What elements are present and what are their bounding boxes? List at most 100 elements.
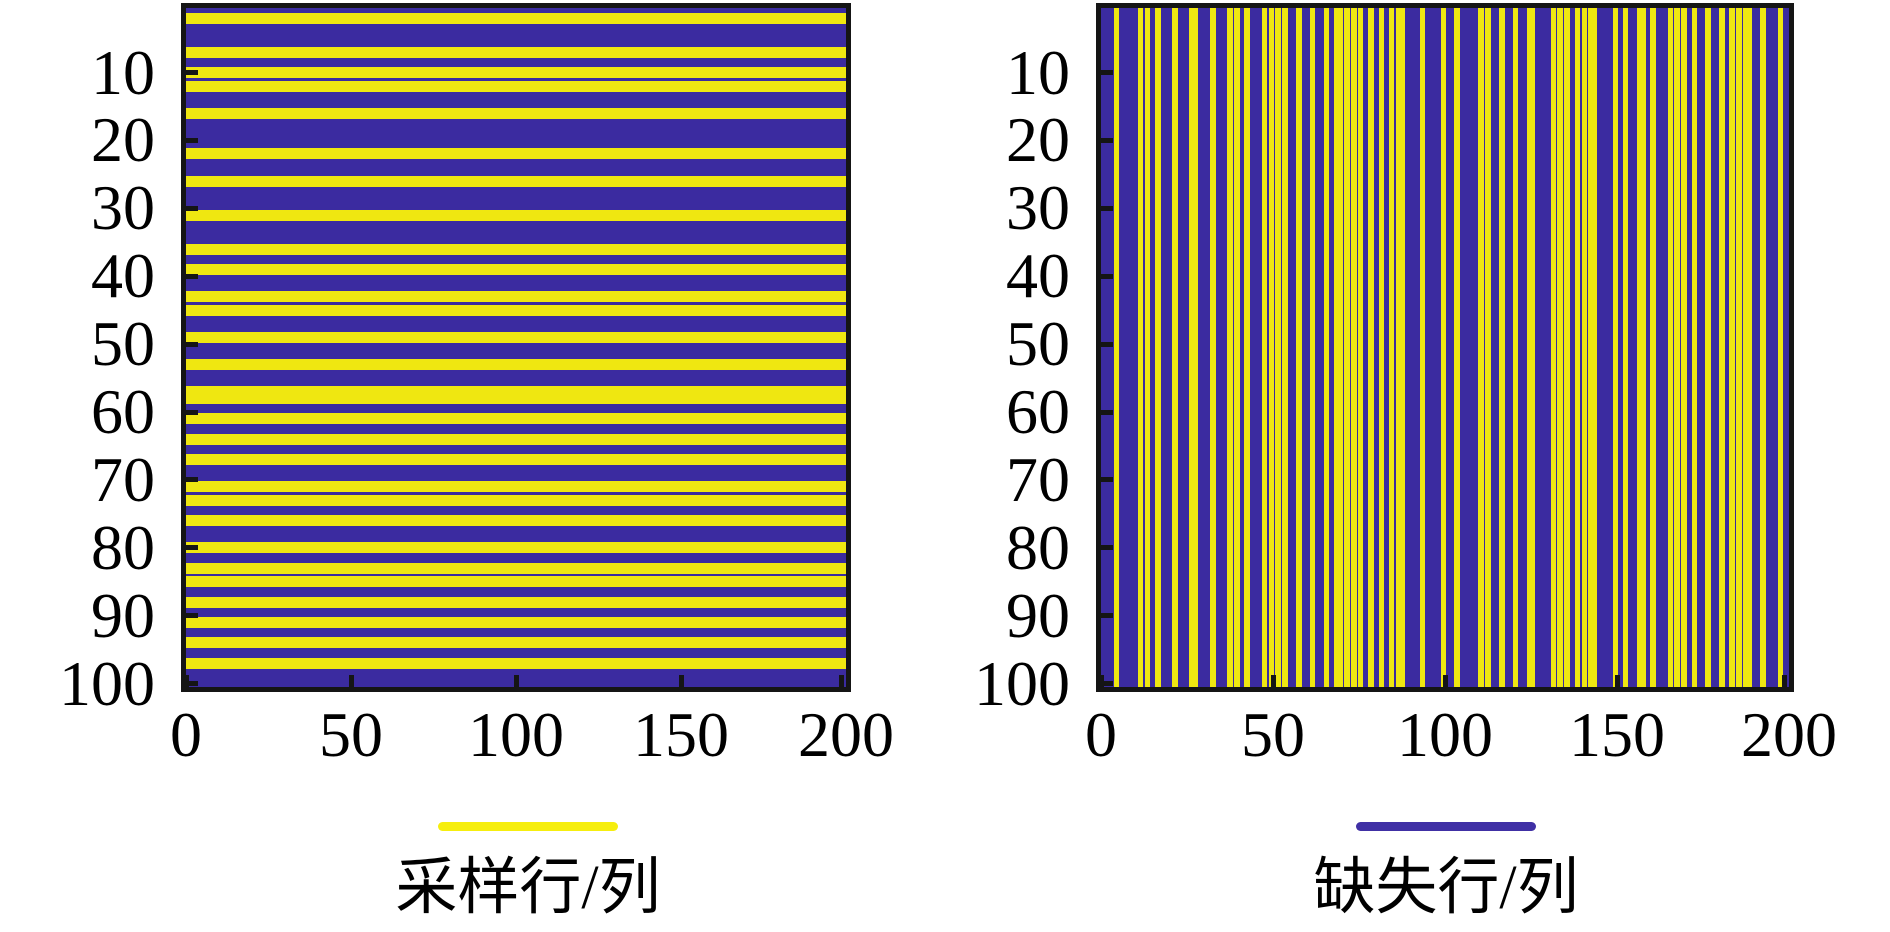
y-axis-tick	[1101, 205, 1113, 211]
x-tick-label: 0	[1085, 699, 1117, 770]
sampled-col-stripe	[1729, 3, 1735, 692]
sampled-col-stripe	[1529, 3, 1536, 692]
sampled-row-stripe	[181, 576, 851, 588]
y-axis-tick	[1101, 613, 1113, 619]
col-mask-plot	[1096, 3, 1794, 692]
sampled-col-stripe	[1172, 3, 1178, 692]
y-axis-tick	[1101, 477, 1113, 483]
y-tick-label: 40	[91, 240, 155, 312]
legend-sampled-line-swatch	[438, 822, 618, 831]
x-axis-tick	[1270, 675, 1276, 687]
sampled-col-stripe	[1640, 3, 1646, 692]
x-axis-tick	[1098, 675, 1104, 687]
sampled-row-stripe	[181, 494, 851, 506]
y-tick-label: 10	[91, 36, 155, 108]
y-axis-tick	[186, 205, 198, 211]
y-axis-tick	[186, 409, 198, 415]
y-axis-tick	[186, 613, 198, 619]
sampled-col-stripe	[1705, 3, 1711, 692]
sampled-col-stripe	[1378, 3, 1385, 692]
y-tick-label: 10	[1006, 36, 1070, 108]
sampled-col-stripe	[1591, 3, 1598, 692]
sampled-col-stripe	[1743, 3, 1749, 692]
y-axis-tick	[1101, 545, 1113, 551]
sampled-row-stripe	[181, 46, 851, 58]
sampled-row-stripe	[181, 413, 851, 425]
sampled-col-stripe	[1144, 3, 1151, 692]
x-tick-label: 150	[1569, 699, 1665, 770]
legend-sampled: 采样行/列	[318, 818, 738, 923]
x-tick-label: 150	[633, 699, 729, 770]
sampled-row-stripe	[181, 386, 851, 398]
sampled-col-stripe	[1395, 3, 1402, 692]
y-axis-tick	[186, 477, 198, 483]
y-axis-tick	[1101, 681, 1113, 687]
y-tick-label: 90	[1006, 579, 1070, 651]
sampled-col-stripe	[1612, 3, 1619, 692]
y-axis-tick	[1101, 341, 1113, 347]
x-tick-label: 100	[468, 699, 564, 770]
x-axis-tick	[1614, 675, 1620, 687]
sampled-row-stripe	[181, 107, 851, 119]
y-tick-label: 30	[1006, 172, 1070, 244]
x-tick-label: 50	[1241, 699, 1305, 770]
sampled-col-stripe	[1192, 3, 1199, 692]
sampled-col-stripe	[1189, 3, 1195, 692]
sampled-col-stripe	[1760, 3, 1766, 692]
sampled-col-stripe	[1667, 3, 1674, 692]
sampled-col-stripe	[1719, 3, 1725, 692]
y-tick-label: 20	[1006, 104, 1070, 176]
sampled-col-stripe	[1636, 3, 1643, 692]
y-axis-tick	[186, 273, 198, 279]
x-tick-label: 200	[798, 699, 894, 770]
y-axis-tick	[1101, 409, 1113, 415]
y-tick-label: 50	[1006, 308, 1070, 380]
sampled-row-stripe	[181, 454, 851, 466]
y-tick-label: 90	[91, 579, 155, 651]
sampled-col-stripe	[1674, 3, 1680, 692]
sampled-row-stripe	[181, 562, 851, 574]
row-mask-plot-area	[181, 3, 851, 692]
sampled-col-stripe	[1296, 3, 1302, 692]
sampled-col-stripe	[1691, 3, 1698, 692]
sampled-row-stripe	[181, 80, 851, 92]
sampled-col-stripe	[1454, 3, 1460, 692]
sampled-col-stripe	[1622, 3, 1629, 692]
sampled-row-stripe	[181, 392, 851, 404]
sampled-col-stripe	[1650, 3, 1656, 692]
sampled-col-stripe	[1736, 3, 1742, 692]
sampled-col-stripe	[1499, 3, 1505, 692]
y-tick-label: 80	[91, 511, 155, 583]
sampled-row-stripe	[181, 637, 851, 649]
sampled-col-stripe	[1351, 3, 1357, 692]
sampled-col-stripe	[1777, 3, 1784, 692]
y-tick-label: 70	[1006, 443, 1070, 515]
col-mask-plot-area	[1096, 3, 1794, 692]
sampled-row-stripe	[181, 148, 851, 160]
sampled-col-stripe	[1419, 3, 1426, 692]
sampled-col-stripe	[1564, 3, 1570, 692]
sampled-row-stripe	[181, 596, 851, 608]
sampled-col-stripe	[1485, 3, 1491, 692]
sampled-col-stripe	[1323, 3, 1330, 692]
sampled-row-stripe	[181, 331, 851, 343]
sampled-row-stripe	[181, 12, 851, 24]
sampled-row-stripe	[181, 209, 851, 221]
x-tick-label: 200	[1741, 699, 1837, 770]
sampled-row-stripe	[181, 433, 851, 445]
sampled-col-stripe	[1440, 3, 1447, 692]
y-axis-tick	[1101, 273, 1113, 279]
sampled-row-stripe	[181, 263, 851, 275]
sampled-row-stripe	[181, 358, 851, 370]
legend-missing: 缺失行/列	[1236, 818, 1656, 923]
sampled-col-stripe	[1357, 3, 1364, 692]
sampled-col-stripe	[1227, 3, 1233, 692]
y-tick-label: 100	[59, 647, 155, 719]
sampled-col-stripe	[1244, 3, 1250, 692]
x-tick-label: 0	[170, 699, 202, 770]
sampled-col-stripe	[1113, 3, 1120, 692]
sampled-col-stripe	[1268, 3, 1275, 692]
y-tick-label: 40	[1006, 240, 1070, 312]
sampled-col-stripe	[1588, 3, 1594, 692]
